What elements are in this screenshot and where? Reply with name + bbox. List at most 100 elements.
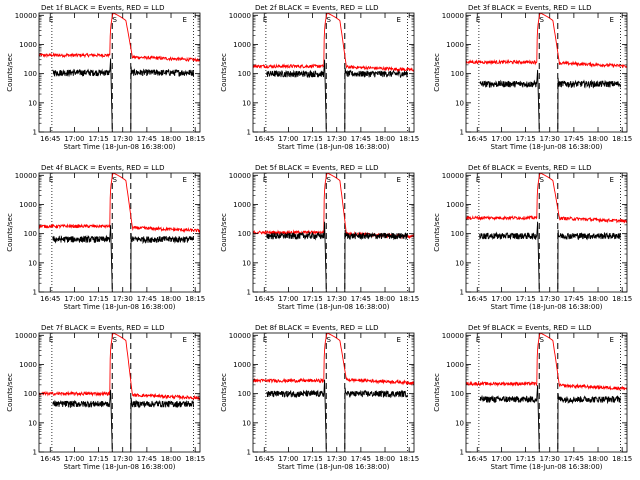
- events-series-line: [266, 221, 327, 292]
- y-axis-label: Counts/sec: [6, 53, 14, 92]
- plot-area: [253, 173, 414, 292]
- y-tick-label: 100: [24, 70, 37, 78]
- x-axis-label: Start Time (18-Jun-08 16:38:00): [278, 143, 390, 151]
- x-tick-label: 18:15: [399, 455, 419, 463]
- panel-title: Det 1f BLACK = Events, RED = LLD: [41, 4, 164, 12]
- y-axis-label: Counts/sec: [433, 373, 441, 412]
- events-series-line: [479, 385, 540, 452]
- events-series-line: [344, 229, 409, 292]
- y-tick-label: 1000: [233, 201, 251, 209]
- x-tick-label: 17:30: [540, 295, 560, 303]
- x-tick-label: 18:00: [375, 135, 395, 143]
- y-tick-label: 1000: [19, 201, 37, 209]
- x-tick-label: 17:30: [540, 135, 560, 143]
- y-tick-label: 100: [238, 230, 251, 238]
- panel-title: Det 3f BLACK = Events, RED = LLD: [468, 4, 591, 12]
- marker-letter: E: [183, 16, 187, 24]
- y-tick-label: 1: [33, 289, 37, 297]
- y-tick-label: 1000: [233, 41, 251, 49]
- x-tick-label: 16:45: [467, 455, 487, 463]
- y-tick-label: 10000: [229, 12, 251, 20]
- marker-letter: E: [183, 176, 187, 184]
- marker-letter: E: [610, 176, 614, 184]
- y-tick-label: 10: [28, 99, 37, 107]
- y-tick-label: 10: [28, 259, 37, 267]
- y-tick-label: 1: [460, 449, 464, 457]
- y-tick-label: 10000: [15, 172, 37, 180]
- lld-series-line: [39, 13, 200, 63]
- x-tick-label: 17:45: [564, 295, 584, 303]
- marker-letter: E: [397, 176, 401, 184]
- plot-frame: [465, 332, 628, 453]
- x-tick-label: 17:00: [491, 455, 511, 463]
- y-tick-label: 100: [24, 230, 37, 238]
- panel-title: Det 4f BLACK = Events, RED = LLD: [41, 164, 164, 172]
- marker-letter: E: [610, 336, 614, 344]
- detector-panel-3: Det 3f BLACK = Events, RED = LLD E S E 1 10 10…: [433, 4, 632, 151]
- plot-frame: [38, 332, 201, 453]
- plot-area: [39, 333, 200, 452]
- y-tick-label: 10: [455, 259, 464, 267]
- plot-frame: [465, 12, 628, 133]
- plot-area: [466, 13, 627, 132]
- x-tick-label: 18:00: [588, 455, 608, 463]
- detector-panel-9: Det 9f BLACK = Events, RED = LLD E S E 1 10 10…: [433, 324, 632, 471]
- marker-letter: E: [263, 16, 267, 24]
- x-tick-label: 18:15: [185, 295, 205, 303]
- events-series-line: [557, 77, 622, 132]
- x-tick-label: 16:45: [467, 295, 487, 303]
- marker-letter: S: [326, 336, 331, 344]
- x-tick-label: 17:15: [302, 295, 322, 303]
- x-tick-label: 18:15: [399, 135, 419, 143]
- x-tick-label: 17:45: [137, 295, 157, 303]
- x-tick-label: 18:00: [161, 455, 181, 463]
- x-axis-label: Start Time (18-Jun-08 16:38:00): [64, 463, 176, 471]
- x-tick-label: 17:00: [278, 295, 298, 303]
- y-axis-label: Counts/sec: [433, 213, 441, 252]
- lld-series-line: [253, 333, 414, 386]
- detector-panel-8: Det 8f BLACK = Events, RED = LLD E S E 1 10 10…: [220, 324, 419, 471]
- x-tick-label: 17:30: [327, 135, 347, 143]
- y-tick-label: 1: [460, 289, 464, 297]
- y-axis-label: Counts/sec: [6, 373, 14, 412]
- lld-series-line: [253, 173, 414, 240]
- y-tick-label: 1: [247, 129, 251, 137]
- marker-letter: E: [476, 336, 480, 344]
- x-tick-label: 17:45: [564, 135, 584, 143]
- marker-letter: E: [397, 336, 401, 344]
- y-tick-label: 10000: [442, 332, 464, 340]
- x-tick-label: 18:15: [612, 455, 632, 463]
- x-axis-label: Start Time (18-Jun-08 16:38:00): [491, 143, 603, 151]
- panel-title: Det 6f BLACK = Events, RED = LLD: [468, 164, 591, 172]
- x-tick-label: 17:00: [64, 135, 84, 143]
- plot-area: [39, 173, 200, 292]
- y-tick-label: 1: [247, 449, 251, 457]
- x-tick-label: 17:30: [327, 295, 347, 303]
- marker-letter: S: [539, 16, 544, 24]
- x-axis-label: Start Time (18-Jun-08 16:38:00): [278, 303, 390, 311]
- lld-series-line: [253, 13, 414, 73]
- y-tick-label: 10: [242, 259, 251, 267]
- marker-letter: S: [326, 16, 331, 24]
- y-axis-label: Counts/sec: [220, 373, 228, 412]
- y-tick-label: 100: [238, 70, 251, 78]
- y-tick-label: 1: [460, 129, 464, 137]
- detector-panel-4: Det 4f BLACK = Events, RED = LLD E S E 1 10 10…: [6, 164, 205, 311]
- x-tick-label: 17:15: [515, 295, 535, 303]
- plot-frame: [38, 172, 201, 293]
- y-tick-label: 100: [451, 230, 464, 238]
- y-tick-label: 100: [451, 70, 464, 78]
- plot-frame: [465, 172, 628, 293]
- events-series-line: [130, 397, 195, 452]
- y-tick-label: 10000: [442, 12, 464, 20]
- plot-frame: [252, 12, 415, 133]
- x-tick-label: 17:15: [88, 455, 108, 463]
- detector-panel-5: Det 5f BLACK = Events, RED = LLD E S E 1 10 10…: [220, 164, 419, 311]
- marker-letter: S: [112, 176, 117, 184]
- x-tick-label: 18:15: [612, 135, 632, 143]
- x-tick-label: 17:00: [278, 455, 298, 463]
- x-tick-label: 17:15: [515, 455, 535, 463]
- x-tick-label: 18:15: [185, 455, 205, 463]
- x-tick-label: 17:15: [515, 135, 535, 143]
